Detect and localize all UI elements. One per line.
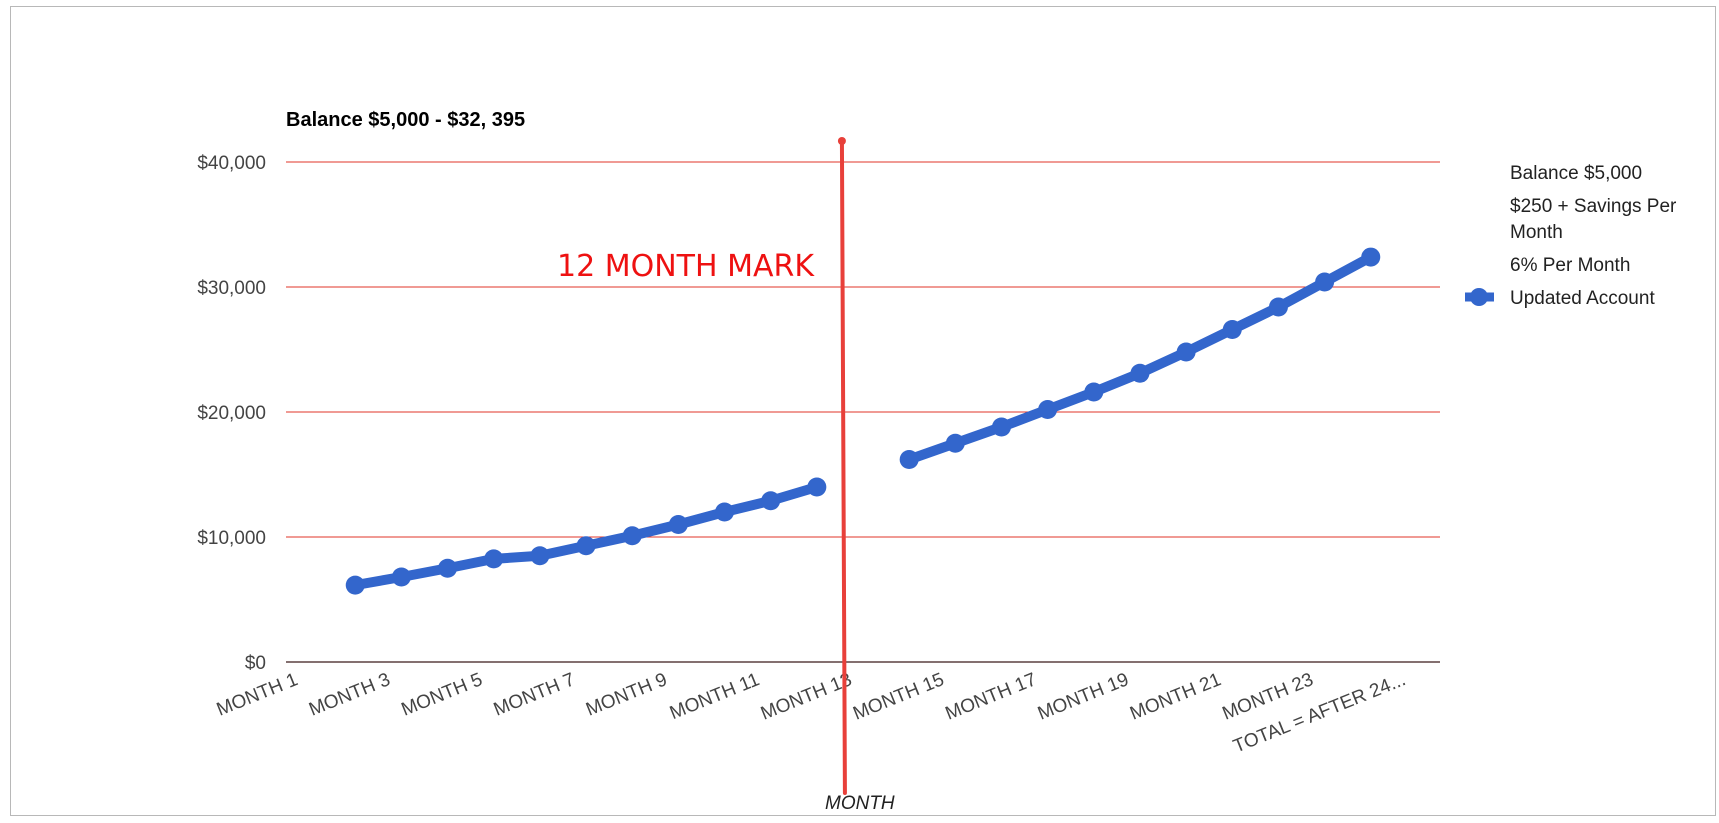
legend-entry-savings: $250 + Savings Per Month [1510, 196, 1677, 243]
series-line [350, 482, 822, 591]
data-point [899, 450, 919, 469]
data-point [484, 549, 504, 569]
x-tick-label: MONTH 9 [583, 669, 670, 720]
x-axis-ticks: MONTH 1 MONTH 3 MONTH 5 MONTH 7 MONTH 9MONTH… [214, 669, 1409, 757]
data-point [622, 526, 642, 546]
x-tick-label: MONTH 3 [306, 669, 393, 720]
data-point [1084, 382, 1104, 402]
data-point [1222, 320, 1242, 339]
data-point [576, 536, 596, 556]
chart-title: Balance $5,000 - $32, 395 [286, 109, 525, 131]
data-point [1315, 272, 1335, 292]
x-tick-label: MONTH 5 [398, 669, 485, 720]
data-point [761, 491, 781, 511]
series-updated-account [345, 247, 1381, 595]
chart-frame [10, 6, 1716, 816]
marker-line-end [837, 137, 846, 145]
data-point [668, 515, 688, 534]
legend-entry-balance: Balance $5,000 [1510, 163, 1642, 184]
x-tick-label: MONTH 11 [667, 669, 763, 724]
x-tick-label: MONTH 13 [758, 669, 855, 724]
legend-entry-updated-account: Updated Account [1510, 288, 1655, 309]
x-tick-label: MONTH 7 [491, 669, 578, 720]
x-tick-label: MONTH 21 [1127, 669, 1224, 724]
annotation-12-month-mark: 12 MONTH MARK [557, 249, 815, 284]
y-axis-ticks: $0 $10,000 $20,000 $30,000 $40,000 [197, 153, 266, 674]
data-point [807, 477, 827, 497]
data-point [345, 575, 365, 595]
data-point [1361, 247, 1381, 267]
x-tick-label: TOTAL = AFTER 24... [1230, 669, 1408, 757]
x-tick-label: MONTH 1 [214, 669, 301, 720]
y-tick-label: $10,000 [197, 528, 266, 549]
y-tick-label: $0 [245, 653, 266, 674]
data-point [1038, 400, 1058, 419]
y-tick-label: $40,000 [197, 153, 266, 174]
y-tick-label: $20,000 [197, 403, 266, 424]
y-tick-label: $30,000 [197, 278, 266, 299]
x-axis-label: MONTH [825, 793, 895, 814]
data-point [530, 546, 550, 566]
data-point [1130, 363, 1150, 383]
data-point [1268, 297, 1288, 317]
x-tick-label: MONTH 17 [943, 669, 1040, 724]
data-point [1176, 342, 1196, 362]
data-point [991, 417, 1011, 437]
data-point [715, 502, 735, 522]
x-tick-label: MONTH 19 [1035, 669, 1132, 724]
legend: Balance $5,000 $250 + Savings Per Month 6% … [1465, 163, 1677, 309]
legend-swatch-dot [1470, 288, 1488, 306]
data-point [391, 567, 411, 587]
gridlines [286, 161, 1440, 663]
x-tick-label: MONTH 15 [850, 669, 947, 724]
data-point [438, 558, 458, 578]
data-point [945, 433, 965, 453]
legend-entry-rate: 6% Per Month [1510, 255, 1630, 276]
twelve-month-marker [837, 137, 847, 795]
marker-line [839, 139, 847, 795]
